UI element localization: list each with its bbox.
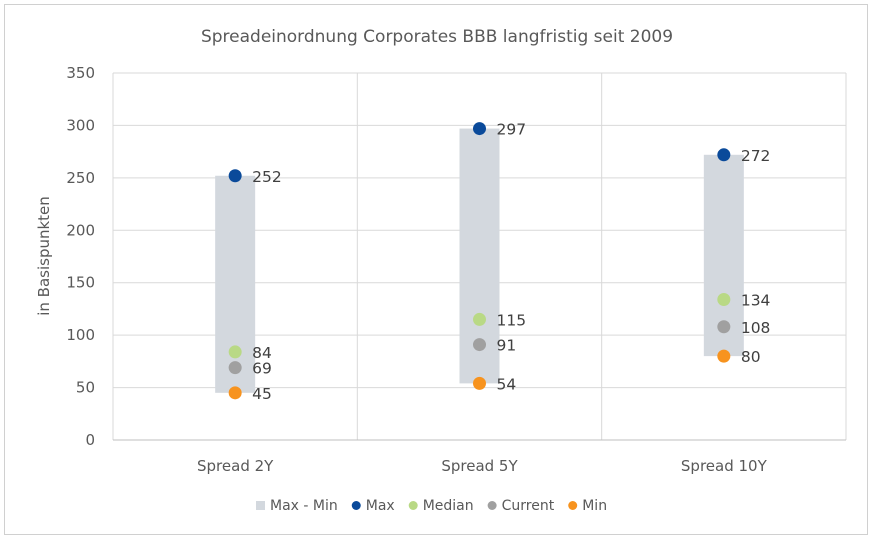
data-label: 115 <box>497 311 527 329</box>
y-tick-label: 200 <box>66 221 95 239</box>
legend-label: Current <box>502 498 555 514</box>
data-point-current <box>717 320 731 334</box>
data-point-median <box>228 345 242 359</box>
x-tick-label: Spread 10Y <box>681 457 768 475</box>
range-bar <box>215 175 256 393</box>
data-label: 69 <box>252 360 272 378</box>
data-label: 108 <box>741 319 771 337</box>
legend-label: Min <box>582 498 607 514</box>
legend: Max - Min Max Median Current Min <box>256 498 607 514</box>
y-tick-label: 50 <box>76 379 95 397</box>
data-label: 91 <box>497 337 517 355</box>
data-point-current <box>228 361 242 375</box>
data-point-min <box>717 349 731 363</box>
legend-label: Max <box>366 498 395 514</box>
data-label: 252 <box>252 168 282 186</box>
data-point-median <box>473 312 486 326</box>
chart-title: Spreadeinordnung Corporates BBB langfris… <box>201 27 673 47</box>
data-point-max <box>473 122 486 136</box>
data-label: 134 <box>741 291 771 309</box>
y-tick-label: 0 <box>85 431 95 449</box>
legend-label: Median <box>423 498 474 514</box>
legend-label: Max - Min <box>270 498 338 514</box>
y-tick-label: 300 <box>66 116 95 134</box>
x-tick-label: Spread 2Y <box>197 457 274 475</box>
x-tick-labels: Spread 2Y Spread 5Y Spread 10Y <box>197 457 768 475</box>
y-tick-label: 350 <box>66 64 95 82</box>
data-point-max <box>228 169 242 183</box>
y-tick-label: 250 <box>66 169 95 187</box>
data-point-min <box>473 376 486 390</box>
data-label: 272 <box>741 147 771 165</box>
y-tick-label: 100 <box>66 326 95 344</box>
legend-swatch <box>408 501 418 510</box>
y-tick-labels: 0 50 100 150 200 250 300 350 <box>66 64 95 449</box>
data-points: 252 297 272 84 115 134 69 91 108 45 54 80 <box>228 121 771 403</box>
data-label: 84 <box>252 344 272 362</box>
data-point-current <box>473 338 486 352</box>
data-point-median <box>717 292 731 306</box>
legend-swatch <box>487 501 497 510</box>
legend-swatch <box>351 501 361 510</box>
data-point-min <box>228 386 242 400</box>
legend-swatch <box>568 501 578 510</box>
data-label: 45 <box>252 385 272 403</box>
data-point-max <box>717 148 731 162</box>
range-bars <box>215 128 744 393</box>
data-label: 297 <box>497 121 527 139</box>
legend-swatch <box>256 501 265 510</box>
y-axis-label: in Basispunkten <box>35 196 53 316</box>
x-tick-label: Spread 5Y <box>441 457 518 475</box>
data-label: 80 <box>741 348 761 366</box>
data-label: 54 <box>497 375 517 393</box>
y-tick-label: 150 <box>66 274 95 292</box>
